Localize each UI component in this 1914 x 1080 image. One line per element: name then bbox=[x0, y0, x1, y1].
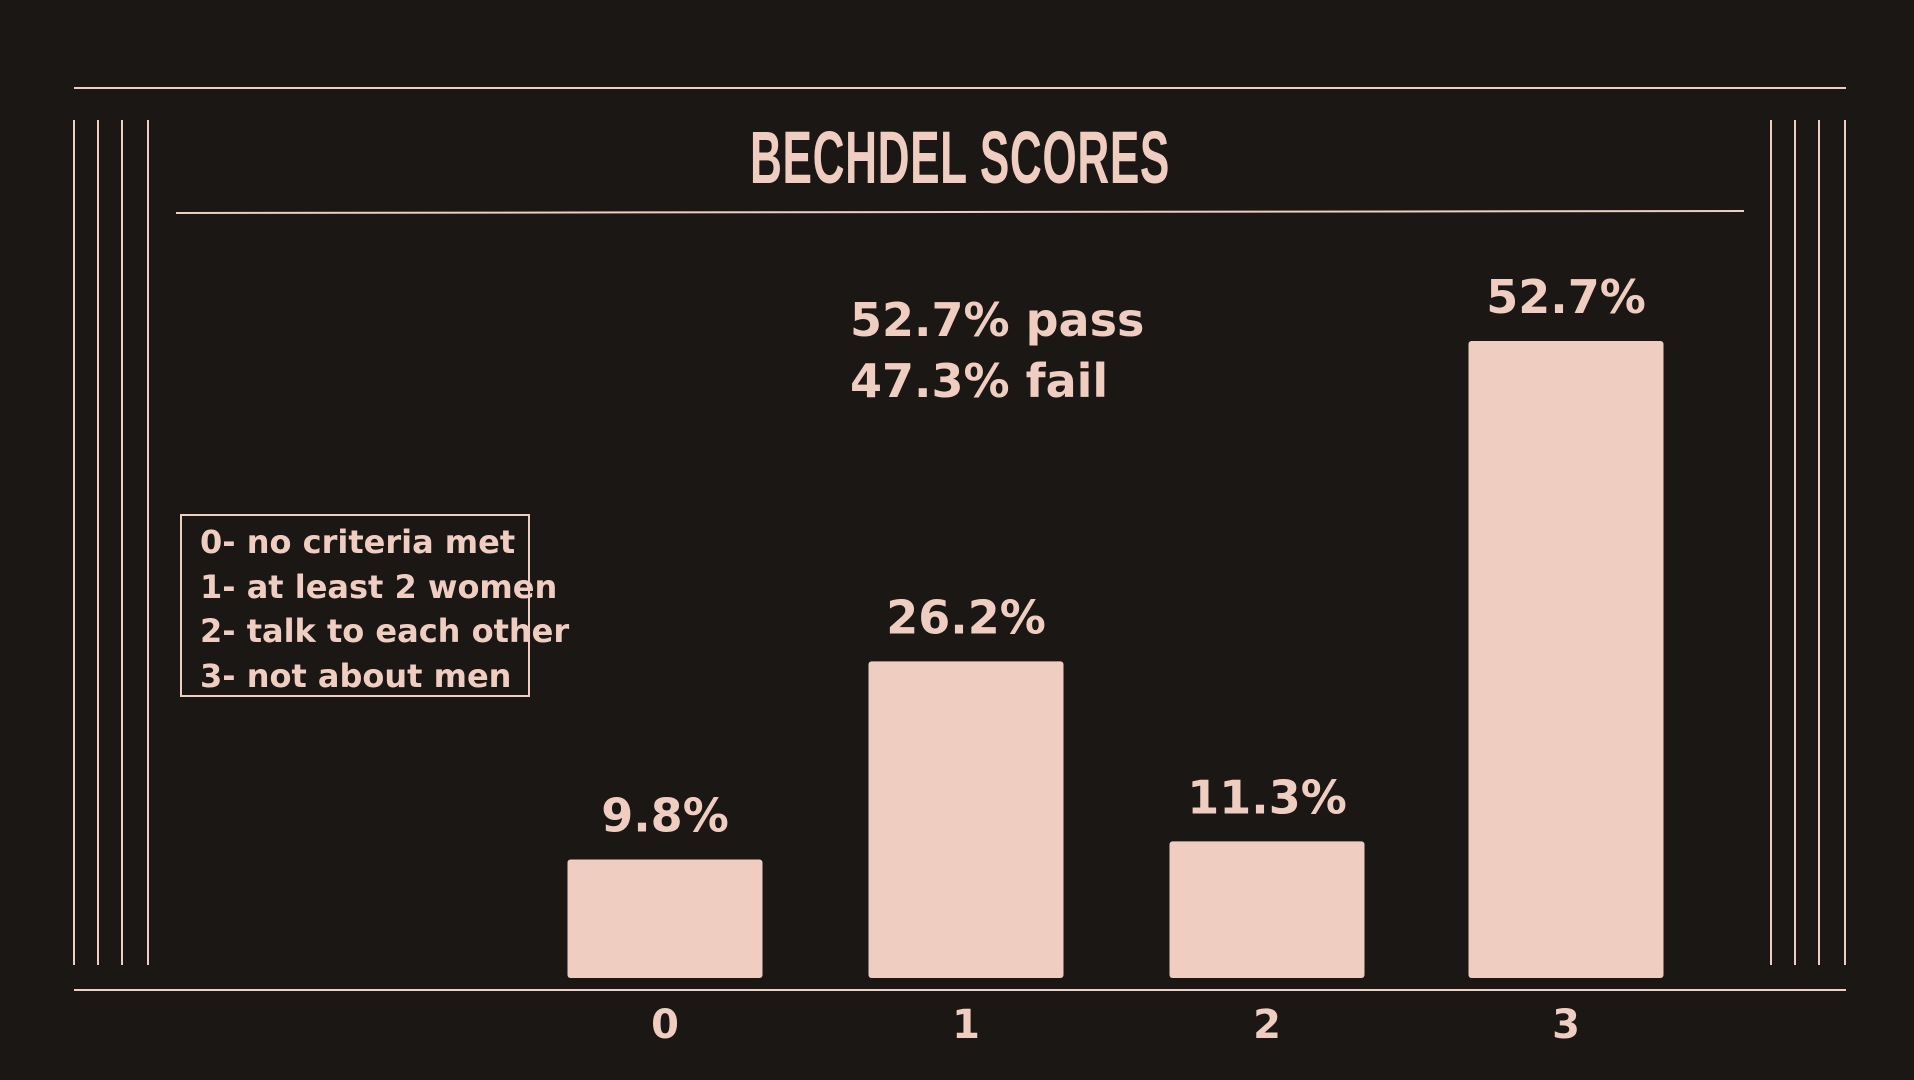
legend-entry-1: 1- at least 2 women bbox=[200, 568, 557, 606]
bar-1 bbox=[868, 661, 1064, 978]
bars-group bbox=[567, 341, 1664, 978]
frame-decoration bbox=[73, 87, 1846, 991]
bar-0 bbox=[567, 859, 763, 978]
category-label-2: 2 bbox=[1253, 1002, 1281, 1048]
legend-entry-3: 3- not about men bbox=[200, 657, 511, 695]
bar-3 bbox=[1468, 341, 1664, 978]
x-axis-tick-labels: 0 1 2 3 bbox=[651, 1002, 1580, 1048]
category-label-1: 1 bbox=[952, 1002, 980, 1048]
title-underline bbox=[175, 210, 1745, 214]
annotation-pass: 52.7% pass bbox=[850, 293, 1144, 347]
legend-box bbox=[180, 514, 530, 697]
value-label-1: 26.2% bbox=[886, 590, 1046, 644]
legend-entry-0: 0- no criteria met bbox=[200, 523, 515, 561]
legend: 0- no criteria met 1- at least 2 women 2… bbox=[180, 514, 569, 697]
bar-2 bbox=[1169, 841, 1365, 978]
value-label-3: 52.7% bbox=[1486, 270, 1646, 324]
value-label-2: 11.3% bbox=[1187, 770, 1347, 824]
category-label-3: 3 bbox=[1552, 1002, 1580, 1048]
category-label-0: 0 bbox=[651, 1002, 679, 1048]
annotation-fail: 47.3% fail bbox=[850, 354, 1108, 408]
value-labels-group: 9.8% 26.2% 11.3% 52.7% bbox=[601, 270, 1646, 843]
legend-entry-2: 2- talk to each other bbox=[200, 612, 569, 650]
value-label-0: 9.8% bbox=[601, 789, 729, 843]
chart-title: BECHDEL SCORES bbox=[750, 116, 1170, 199]
